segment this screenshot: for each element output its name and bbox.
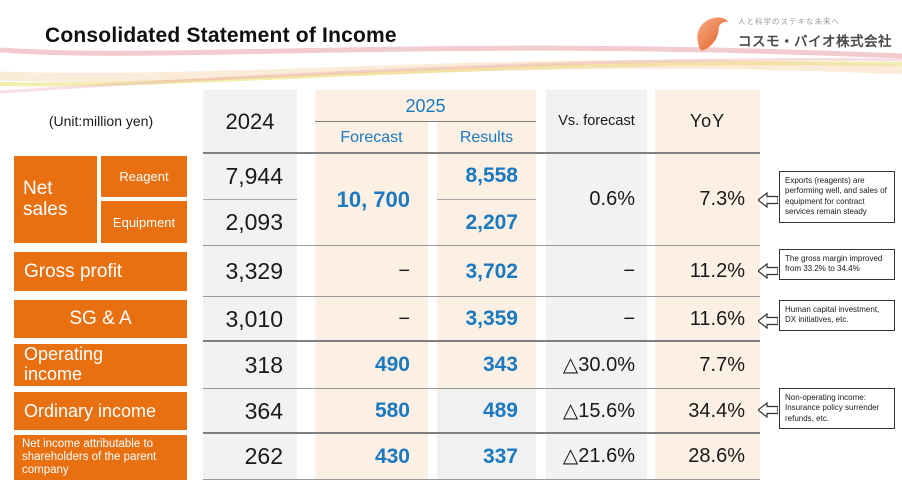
line-under-2025 — [315, 121, 536, 122]
callout-arrow-gross-profit-icon — [758, 263, 778, 279]
header-yoy: YoY — [689, 111, 726, 131]
cell-ordinary-income-2024: 364 — [244, 398, 283, 424]
header-results: Results — [459, 129, 514, 146]
cell-sga-results: 3,359 — [465, 307, 518, 330]
header-forecast: Forecast — [340, 129, 403, 146]
row-label-reagent-text: Reagent — [119, 169, 169, 184]
row-label-sga-text: SG & A — [69, 308, 132, 329]
line-net-sales-split-a — [203, 199, 297, 200]
logo-mark-icon — [697, 17, 729, 51]
annotation-ordinary-income: Non-operating income: Insurance policy s… — [779, 388, 895, 430]
line-row-operating-bottom — [203, 388, 760, 389]
column-bg-vs-forecast — [546, 90, 647, 480]
annotation-gross-profit-text: The gross margin improved from 33.2% to … — [785, 254, 883, 274]
cell-net-income-results: 337 — [482, 445, 518, 468]
row-label-net-sales-text: Net sales — [23, 177, 68, 220]
column-bg-2024 — [203, 90, 297, 480]
cell-operating-income-vs: △30.0% — [562, 354, 635, 376]
row-label-equipment-text: Equipment — [112, 214, 176, 230]
row-label-reagent: Reagent — [101, 156, 187, 197]
row-label-sga: SG & A — [14, 300, 187, 338]
row-label-ordinary-income-text: Ordinary income — [24, 400, 157, 421]
cell-equipment-2024: 2,093 — [225, 209, 283, 235]
annotation-gross-profit: The gross margin improved from 33.2% to … — [779, 249, 895, 280]
header-2025: 2025 — [405, 96, 446, 116]
logo-text: 人と科学のステキな未来へ コスモ・バイオ株式会社 — [738, 16, 892, 50]
column-bg-forecast — [315, 90, 428, 480]
cell-gross-profit-forecast: − — [398, 260, 410, 282]
cell-operating-income-results: 343 — [482, 353, 518, 376]
cell-ordinary-income-vs: △15.6% — [562, 400, 635, 422]
cell-gross-profit-yoy: 11.2% — [689, 260, 745, 282]
logo-company-name: コスモ・バイオ株式会社 — [738, 34, 892, 49]
callout-arrow-ordinary-icon — [758, 402, 778, 418]
annotation-net-sales-text: Exports (reagents) are performing well, … — [785, 176, 887, 217]
cell-operating-income-2024: 318 — [244, 352, 283, 378]
annotation-net-sales: Exports (reagents) are performing well, … — [779, 171, 895, 223]
cell-net-sales-vs-forecast: 0.6% — [589, 188, 635, 210]
annotation-ordinary-income-text: Non-operating income: Insurance policy s… — [785, 393, 880, 423]
results-bottom-gray-patch — [437, 389, 536, 480]
logo-tagline: 人と科学のステキな未来へ — [738, 17, 840, 26]
cell-ordinary-income-yoy: 34.4% — [688, 400, 745, 422]
cell-net-income-forecast: 430 — [374, 445, 410, 468]
line-table-bottom — [203, 479, 760, 480]
cell-operating-income-forecast: 490 — [374, 353, 410, 376]
cell-equipment-results: 2,207 — [465, 211, 518, 234]
row-label-gross-profit-text: Gross profit — [24, 260, 123, 282]
page-title: Consolidated Statement of Income — [45, 24, 397, 47]
callout-arrow-sga-icon — [758, 313, 778, 329]
row-label-net-sales: Net sales — [14, 156, 97, 243]
cell-ordinary-income-results: 489 — [482, 399, 518, 422]
line-row-gross-profit-bottom — [203, 296, 760, 297]
cell-sga-2024: 3,010 — [225, 306, 283, 332]
header-2024: 2024 — [225, 109, 275, 134]
cell-gross-profit-vs: − — [623, 260, 635, 282]
line-row-net-sales-bottom — [203, 245, 760, 246]
cell-sga-forecast: − — [398, 308, 410, 330]
company-logo: 人と科学のステキな未来へ コスモ・バイオ株式会社 — [692, 12, 892, 54]
cell-gross-profit-results: 3,702 — [465, 260, 518, 283]
column-bg-yoy — [655, 90, 760, 480]
annotation-sga-text: Human capital investment, DX initiatives… — [785, 305, 880, 325]
line-row-ordinary-bottom — [203, 432, 760, 434]
cell-reagent-2024: 7,944 — [225, 163, 283, 189]
line-net-sales-split-b — [437, 199, 536, 200]
annotation-sga: Human capital investment, DX initiatives… — [779, 300, 895, 331]
cell-net-income-2024: 262 — [244, 443, 283, 469]
unit-label: (Unit:million yen) — [48, 113, 154, 129]
cell-sga-vs: − — [623, 308, 635, 330]
row-label-gross-profit: Gross profit — [14, 252, 187, 291]
cell-net-sales-yoy: 7.3% — [699, 188, 745, 210]
cell-net-sales-forecast: 10, 700 — [336, 187, 410, 212]
header-vs-forecast: Vs. forecast — [558, 113, 635, 129]
row-label-operating-income: Operating income — [14, 344, 187, 386]
cell-net-income-vs: △21.6% — [562, 445, 635, 467]
cell-gross-profit-2024: 3,329 — [225, 258, 283, 284]
cell-ordinary-income-forecast: 580 — [374, 399, 410, 422]
decorative-waves — [0, 45, 902, 94]
cell-sga-yoy: 11.6% — [689, 308, 745, 330]
row-label-operating-income-text: Operating income — [24, 344, 104, 384]
column-bg-2025-band — [315, 90, 536, 122]
cell-operating-income-yoy: 7.7% — [699, 354, 745, 376]
row-label-equipment: Equipment — [101, 201, 187, 243]
row-label-net-income-text: Net income attributable to shareholders … — [22, 437, 157, 477]
callout-arrow-net-sales-icon — [758, 192, 778, 208]
line-under-header — [203, 152, 760, 154]
line-row-sga-bottom — [203, 340, 760, 342]
cell-reagent-results: 8,558 — [465, 164, 518, 187]
row-label-ordinary-income: Ordinary income — [14, 392, 187, 430]
row-label-net-income: Net income attributable to shareholders … — [14, 435, 187, 480]
cell-net-income-yoy: 28.6% — [688, 445, 745, 467]
